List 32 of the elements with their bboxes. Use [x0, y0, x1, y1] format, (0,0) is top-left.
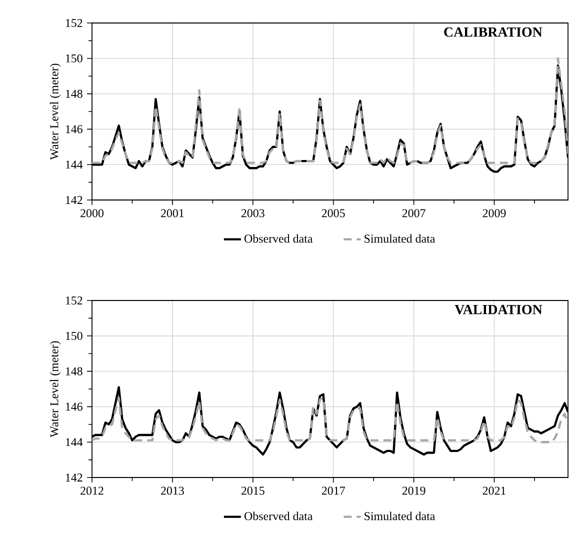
y-tick-label: 150	[66, 332, 82, 340]
y-tick-label: 152	[66, 18, 82, 28]
x-tick-label: 2019	[402, 486, 426, 495]
legend-label: Observed data	[244, 512, 313, 520]
x-tick-label: 2003	[241, 209, 264, 218]
y-tick-label: 142	[66, 474, 82, 482]
y-tick-label: 146	[66, 402, 82, 411]
x-tick-label: 2005	[322, 209, 345, 218]
x-tick-label: 2013	[161, 486, 184, 495]
x-tick-label: 2009	[482, 209, 506, 218]
y-tick-label: 144	[66, 438, 83, 446]
legend-label: Simulated data	[364, 234, 436, 243]
chart-title: CALIBRATION	[444, 27, 542, 37]
x-tick-label: 2012	[80, 486, 104, 495]
y-tick-label: 152	[66, 296, 82, 305]
y-tick-label: 142	[66, 196, 82, 204]
x-tick-label: 2001	[161, 209, 184, 218]
legend-label: Observed data	[244, 234, 313, 243]
legend-label: Simulated data	[364, 512, 436, 520]
y-axis-title: Water Level (meter)	[50, 341, 61, 438]
y-tick-label: 144	[66, 160, 83, 169]
y-tick-label: 148	[66, 367, 82, 376]
x-tick-label: 2007	[402, 209, 426, 218]
y-axis-title: Water Level (meter)	[50, 64, 61, 160]
y-tick-label: 148	[66, 90, 82, 98]
y-tick-label: 146	[66, 125, 82, 134]
x-tick-label: 2021	[482, 486, 506, 495]
x-tick-label: 2017	[322, 486, 345, 495]
chart-title: VALIDATION	[454, 304, 542, 314]
x-tick-label: 2015	[241, 486, 264, 495]
x-tick-label: 2000	[80, 209, 104, 218]
y-tick-label: 150	[66, 54, 82, 62]
